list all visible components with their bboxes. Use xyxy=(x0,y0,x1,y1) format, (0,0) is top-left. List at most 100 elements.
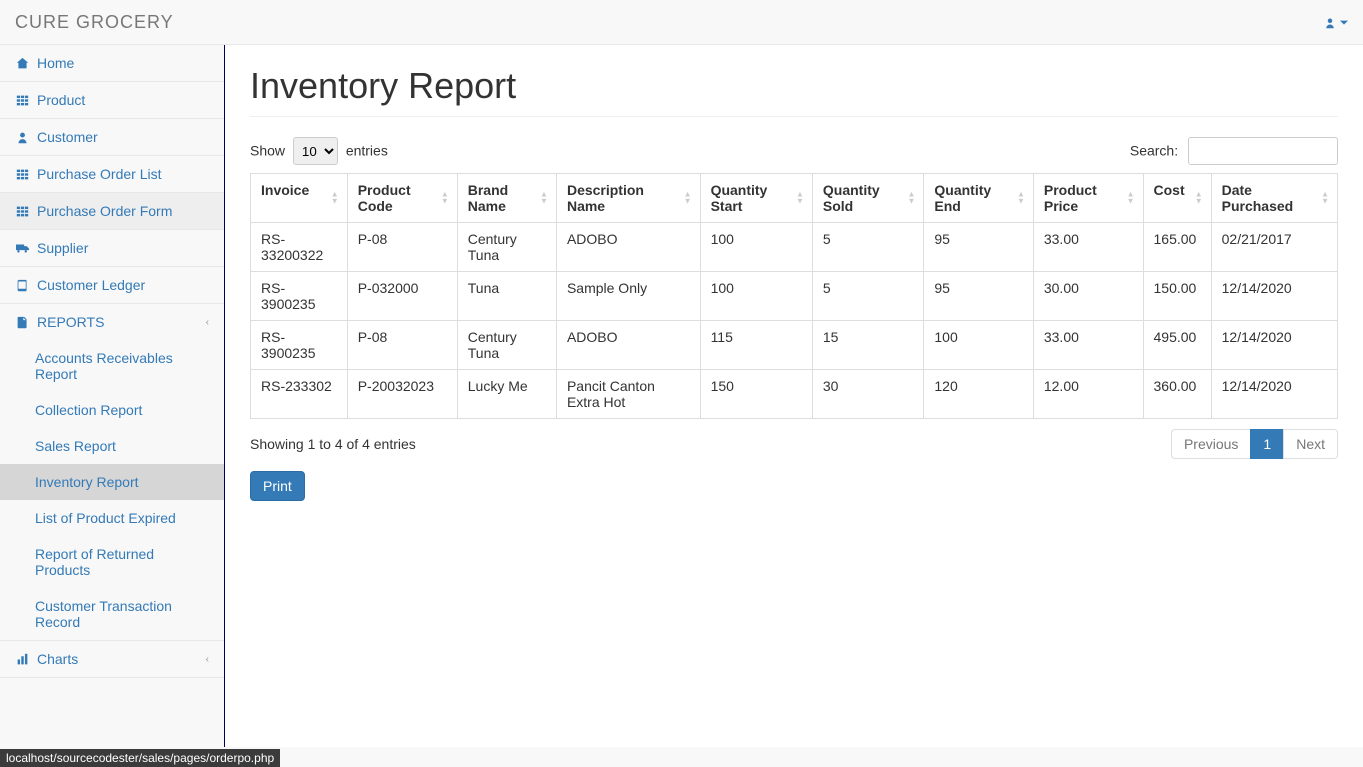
column-header-description-name[interactable]: Description Name▲▼ xyxy=(556,174,700,223)
th-icon xyxy=(15,93,29,107)
search-label: Search: xyxy=(1130,143,1178,159)
column-header-invoice[interactable]: Invoice▲▼ xyxy=(251,174,348,223)
sidebar-item-purchase-order-form[interactable]: Purchase Order Form xyxy=(0,193,224,229)
user-menu[interactable] xyxy=(1324,14,1348,30)
table-cell: RS-233302 xyxy=(251,370,348,419)
table-cell: Century Tuna xyxy=(457,223,556,272)
navbar: CURE GROCERY xyxy=(0,0,1363,45)
page-next[interactable]: Next xyxy=(1283,429,1338,459)
column-header-cost[interactable]: Cost▲▼ xyxy=(1143,174,1211,223)
sort-icon: ▲▼ xyxy=(1195,192,1203,205)
table-cell: 150.00 xyxy=(1143,272,1211,321)
sidebar-item-label: Purchase Order Form xyxy=(37,203,172,219)
table-cell: 115 xyxy=(700,321,812,370)
sidebar-item-reports[interactable]: REPORTS‹ xyxy=(0,304,224,340)
sort-icon: ▲▼ xyxy=(540,192,548,205)
table-cell: RS-33200322 xyxy=(251,223,348,272)
table-cell: 360.00 xyxy=(1143,370,1211,419)
table-cell: 12/14/2020 xyxy=(1211,370,1337,419)
page-title: Inventory Report xyxy=(250,65,1338,117)
column-header-brand-name[interactable]: Brand Name▲▼ xyxy=(457,174,556,223)
table-cell: ADOBO xyxy=(556,321,700,370)
table-cell: ADOBO xyxy=(556,223,700,272)
sidebar-subitem-collection-report[interactable]: Collection Report xyxy=(0,392,224,428)
file-icon xyxy=(15,315,29,329)
table-cell: Sample Only xyxy=(556,272,700,321)
column-header-quantity-start[interactable]: Quantity Start▲▼ xyxy=(700,174,812,223)
table-cell: 02/21/2017 xyxy=(1211,223,1337,272)
sidebar-item-label: Charts xyxy=(37,651,78,667)
sidebar-subitem-inventory-report[interactable]: Inventory Report xyxy=(0,464,224,500)
table-cell: 30 xyxy=(812,370,924,419)
table-cell: RS-3900235 xyxy=(251,272,348,321)
length-suffix: entries xyxy=(346,143,388,159)
table-cell: 15 xyxy=(812,321,924,370)
sidebar: HomeProduct Customer Purchase Order List Pu… xyxy=(0,45,225,747)
th-icon xyxy=(15,204,29,218)
inventory-table: Invoice▲▼Product Code▲▼Brand Name▲▼Descr… xyxy=(250,173,1338,419)
table-cell: 120 xyxy=(924,370,1033,419)
column-header-date-purchased[interactable]: Date Purchased▲▼ xyxy=(1211,174,1337,223)
table-cell: 100 xyxy=(924,321,1033,370)
sidebar-subitem-accounts-receivables-report[interactable]: Accounts Receivables Report xyxy=(0,340,224,392)
sidebar-item-customer-ledger[interactable]: Customer Ledger xyxy=(0,267,224,303)
sidebar-item-customer[interactable]: Customer xyxy=(0,119,224,155)
sort-icon: ▲▼ xyxy=(684,192,692,205)
table-cell: 12/14/2020 xyxy=(1211,321,1337,370)
length-select[interactable]: 10 xyxy=(293,137,338,165)
sort-icon: ▲▼ xyxy=(331,192,339,205)
sidebar-subitem-report-of-returned-products[interactable]: Report of Returned Products xyxy=(0,536,224,588)
user-icon xyxy=(1324,17,1336,29)
sidebar-item-label: Supplier xyxy=(37,240,88,256)
sort-icon: ▲▼ xyxy=(1321,192,1329,205)
page-previous[interactable]: Previous xyxy=(1171,429,1251,459)
page-1[interactable]: 1 xyxy=(1250,429,1284,459)
sidebar-item-home[interactable]: Home xyxy=(0,45,224,81)
table-row: RS-233302P-20032023Lucky MePancit Canton… xyxy=(251,370,1338,419)
table-cell: 95 xyxy=(924,272,1033,321)
search-control: Search: xyxy=(1130,137,1338,165)
sidebar-item-charts[interactable]: Charts ‹ xyxy=(0,641,224,677)
table-cell: 30.00 xyxy=(1033,272,1143,321)
sidebar-item-purchase-order-list[interactable]: Purchase Order List xyxy=(0,156,224,192)
chevron-left-icon: ‹ xyxy=(206,654,209,665)
layout: HomeProduct Customer Purchase Order List Pu… xyxy=(0,45,1363,747)
table-cell: 12/14/2020 xyxy=(1211,272,1337,321)
length-prefix: Show xyxy=(250,143,285,159)
table-cell: P-08 xyxy=(347,321,457,370)
table-cell: 12.00 xyxy=(1033,370,1143,419)
table-row: RS-3900235P-08Century TunaADOBO115151003… xyxy=(251,321,1338,370)
sort-icon: ▲▼ xyxy=(907,192,915,205)
table-cell: 33.00 xyxy=(1033,223,1143,272)
sidebar-item-product[interactable]: Product xyxy=(0,82,224,118)
table-cell: 95 xyxy=(924,223,1033,272)
sidebar-item-label: Customer xyxy=(37,129,98,145)
table-info: Showing 1 to 4 of 4 entries xyxy=(250,436,416,452)
sidebar-subitem-customer-transaction-record[interactable]: Customer Transaction Record xyxy=(0,588,224,640)
table-cell: 495.00 xyxy=(1143,321,1211,370)
table-cell: 165.00 xyxy=(1143,223,1211,272)
table-cell: 100 xyxy=(700,272,812,321)
search-input[interactable] xyxy=(1188,137,1338,165)
table-cell: P-032000 xyxy=(347,272,457,321)
sort-icon: ▲▼ xyxy=(796,192,804,205)
status-bar: localhost/sourcecodester/sales/pages/ord… xyxy=(0,749,280,767)
print-button[interactable]: Print xyxy=(250,471,305,501)
column-header-product-code[interactable]: Product Code▲▼ xyxy=(347,174,457,223)
sidebar-subitem-list-of-product-expired[interactable]: List of Product Expired xyxy=(0,500,224,536)
sidebar-item-supplier[interactable]: Supplier xyxy=(0,230,224,266)
table-cell: P-20032023 xyxy=(347,370,457,419)
table-cell: RS-3900235 xyxy=(251,321,348,370)
sort-icon: ▲▼ xyxy=(1127,192,1135,205)
th-icon xyxy=(15,167,29,181)
column-header-quantity-sold[interactable]: Quantity Sold▲▼ xyxy=(812,174,924,223)
main-content: Inventory Report Show 10 entries Search:… xyxy=(225,45,1363,747)
column-header-quantity-end[interactable]: Quantity End▲▼ xyxy=(924,174,1033,223)
caret-down-icon xyxy=(1340,19,1348,27)
column-header-product-price[interactable]: Product Price▲▼ xyxy=(1033,174,1143,223)
sidebar-item-label: Customer Ledger xyxy=(37,277,145,293)
sort-icon: ▲▼ xyxy=(1017,192,1025,205)
sidebar-subitem-sales-report[interactable]: Sales Report xyxy=(0,428,224,464)
table-cell: 5 xyxy=(812,223,924,272)
table-cell: P-08 xyxy=(347,223,457,272)
